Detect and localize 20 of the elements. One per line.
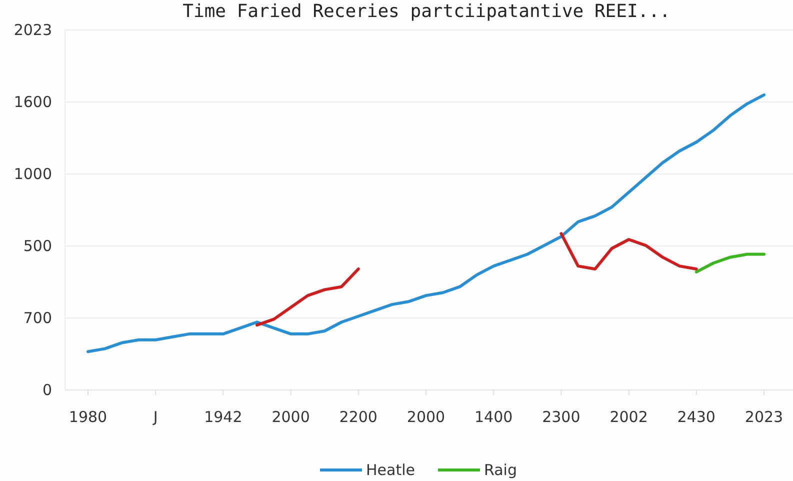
text: 1600 [14,93,52,111]
text: 2023 [14,21,52,39]
x-tick-label: 2000 [406,408,446,426]
text: 1000 [14,165,52,183]
text: 500 [23,237,52,255]
x-tick-label: J [152,408,158,426]
x-tick-label: 2000 [272,408,310,426]
x-tick-label: 2300 [542,408,580,426]
chart-title: Time Faried Receries partciipatantive REEI... [182,1,670,22]
x-tick-label: 1400 [474,408,513,426]
x-tick-label: 2200 [339,408,378,426]
x-tick-label: 2023 [744,408,784,426]
x-tick-label: 2002 [610,408,648,426]
legend-label: Heatle [366,461,415,479]
x-tick-label: 1942 [204,408,242,426]
text: 700 [23,309,52,327]
x-tick-label: 2430 [677,408,716,426]
x-tick-label: 1980 [68,408,108,426]
text: 0 [42,381,52,399]
legend-label: Raig [484,461,517,479]
